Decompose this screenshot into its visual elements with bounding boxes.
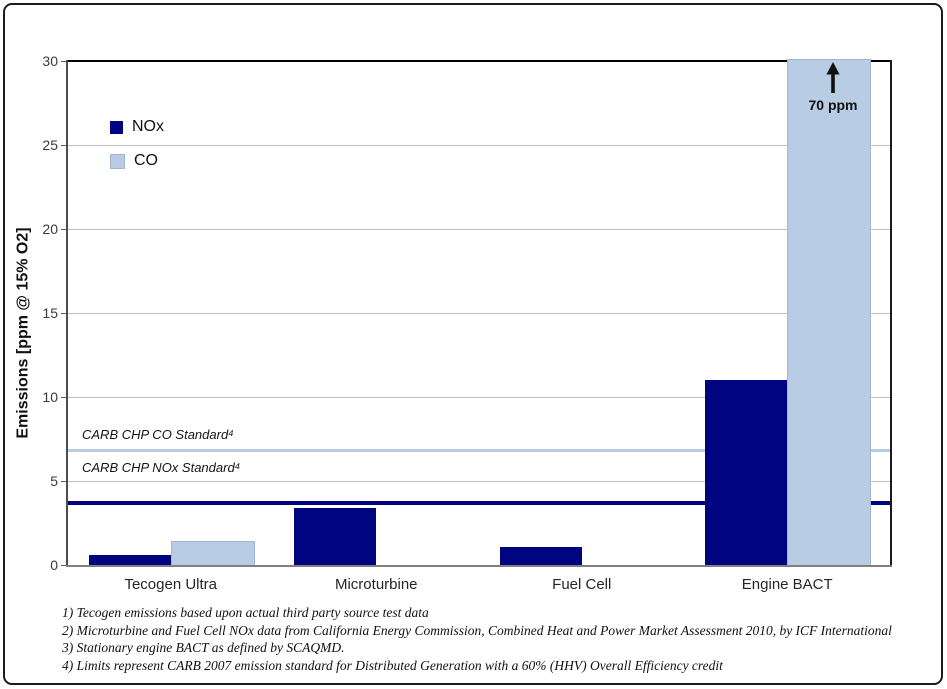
carb-nox-standard-label: CARB CHP NOx Standard⁴	[82, 460, 241, 475]
y-axis-title: Emissions [ppm @ 15% O2]	[15, 227, 32, 439]
gridline-5	[68, 481, 890, 482]
y-tick-label-20: 20	[42, 221, 58, 237]
y-tick-25	[61, 144, 68, 146]
gridline-25	[68, 145, 890, 146]
footnote-line-2: 2) Microturbine and Fuel Cell NOx data f…	[62, 622, 892, 638]
footnote-line-3: 3) Stationary engine BACT as defined by …	[62, 640, 345, 655]
bar-nox-engine-bact	[705, 380, 788, 565]
carb-co-standard-label: CARB CHP CO Standard⁴	[82, 427, 234, 442]
y-tick-label-15: 15	[42, 305, 58, 321]
ref-line-nox	[68, 500, 890, 505]
co-legend-label: CO	[134, 152, 158, 169]
ref-line-co	[68, 449, 890, 453]
bar-co-tecogen-ultra	[170, 541, 255, 567]
up-arrow-icon	[824, 62, 842, 99]
y-tick-label-30: 30	[42, 53, 58, 69]
gridline-10	[68, 397, 890, 398]
gridline-15	[68, 313, 890, 314]
plot-border-right	[890, 60, 892, 566]
y-axis-line	[66, 60, 68, 566]
y-tick-0	[61, 564, 68, 566]
x-axis-label-fuel-cell: Fuel Cell	[552, 576, 612, 593]
y-tick-10	[61, 396, 68, 398]
y-tick-label-10: 10	[42, 389, 58, 405]
x-axis-line	[66, 565, 892, 567]
y-tick-label-0: 0	[50, 557, 58, 573]
footnotes: 1) Tecogen emissions based upon actual t…	[62, 604, 937, 674]
y-tick-15	[61, 312, 68, 314]
plot-border-top	[68, 60, 892, 62]
legend: NOx CO	[110, 115, 164, 183]
bar-nox-fuel-cell	[499, 546, 582, 565]
y-tick-label-5: 5	[50, 473, 58, 489]
bar-co-engine-bact	[787, 59, 872, 567]
y-tick-5	[61, 480, 68, 482]
x-axis-label-tecogen-ultra: Tecogen Ultra	[124, 576, 218, 593]
co-legend-swatch	[110, 153, 125, 169]
y-tick-30	[61, 60, 68, 62]
y-axis-title-wrap: Emissions [ppm @ 15% O2]	[6, 81, 42, 585]
x-axis-label-engine-bact: Engine BACT	[741, 576, 833, 593]
legend-item-nox: NOx	[110, 115, 164, 139]
annotation-70ppm: 70 ppm	[808, 97, 858, 113]
footnote-line-4: 4) Limits represent CARB 2007 emission s…	[62, 657, 723, 673]
gridline-20	[68, 229, 890, 230]
nox-legend-swatch	[110, 120, 123, 134]
footnote-line-1: 1) Tecogen emissions based upon actual t…	[62, 605, 429, 620]
chart-outer-border	[3, 3, 943, 685]
bar-nox-microturbine	[294, 507, 377, 565]
nox-legend-label: NOx	[132, 118, 164, 135]
x-axis-label-microturbine: Microturbine	[334, 576, 418, 593]
y-tick-20	[61, 228, 68, 230]
y-tick-label-25: 25	[42, 137, 58, 153]
bar-nox-tecogen-ultra	[88, 554, 171, 565]
legend-item-co: CO	[110, 149, 164, 173]
